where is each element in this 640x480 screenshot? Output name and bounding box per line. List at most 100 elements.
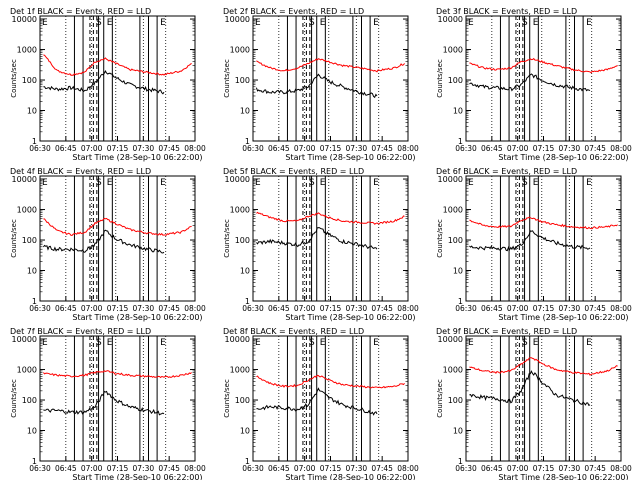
- y-tick-label: 1: [245, 137, 250, 146]
- y-tick-label: 1000: [230, 46, 250, 55]
- marker-letter-mid: S: [309, 338, 315, 348]
- marker-letter-right: E: [107, 178, 113, 188]
- y-tick-label: 1: [32, 137, 37, 146]
- y-tick-label: 100: [448, 396, 463, 405]
- y-axis-label: Counts/sec: [436, 219, 444, 258]
- y-axis-label: Counts/sec: [10, 59, 18, 98]
- y-tick-label: 10: [453, 267, 463, 276]
- panel-title: Det 2f BLACK = Events, RED = LLD: [223, 7, 364, 16]
- x-tick-label: 08:00: [184, 464, 206, 473]
- series-line-lld: [256, 58, 405, 73]
- marker-letter-right: E: [533, 18, 539, 28]
- marker-letter-right: E: [320, 338, 326, 348]
- x-tick-label: 07:00: [507, 144, 529, 153]
- y-tick-label: 10000: [225, 335, 250, 344]
- x-tick-label: 08:00: [397, 144, 419, 153]
- y-axis-label: Counts/sec: [10, 379, 18, 418]
- x-tick-label: 07:30: [559, 304, 581, 313]
- series-line-lld: [256, 211, 405, 225]
- x-axis-label: Start Time (28-Sep-10 06:22:00): [72, 153, 202, 162]
- x-tick-label: 07:30: [559, 464, 581, 473]
- y-tick-label: 1000: [230, 366, 250, 375]
- x-axis-label: Start Time (28-Sep-10 06:22:00): [72, 473, 202, 480]
- x-tick-label: 07:45: [584, 464, 606, 473]
- series-line-lld: [256, 374, 405, 389]
- y-tick-label: 100: [448, 236, 463, 245]
- x-tick-label: 07:45: [158, 144, 180, 153]
- y-tick-label: 10: [27, 427, 37, 436]
- marker-letter-right: E: [533, 338, 539, 348]
- x-tick-label: 06:30: [29, 464, 51, 473]
- panel-title: Det 8f BLACK = Events, RED = LLD: [223, 327, 364, 336]
- panel-title: Det 6f BLACK = Events, RED = LLD: [436, 167, 577, 176]
- x-tick-label: 07:15: [320, 304, 342, 313]
- x-tick-label: 07:45: [584, 144, 606, 153]
- marker-letter-mid: S: [96, 338, 102, 348]
- y-tick-label: 1000: [443, 366, 463, 375]
- x-tick-label: 06:45: [268, 464, 290, 473]
- y-tick-label: 1: [32, 297, 37, 306]
- plot-frame: [252, 175, 409, 302]
- series-line-lld: [43, 370, 192, 379]
- x-tick-label: 07:30: [346, 464, 368, 473]
- y-axis-label: Counts/sec: [223, 59, 231, 98]
- x-tick-label: 07:00: [294, 304, 316, 313]
- marker-letter-right: E: [533, 178, 539, 188]
- y-tick-label: 10: [27, 267, 37, 276]
- x-tick-label: 07:30: [559, 144, 581, 153]
- series-line-events: [469, 230, 591, 252]
- x-tick-label: 08:00: [397, 304, 419, 313]
- y-tick-label: 10: [240, 267, 250, 276]
- marker-letter-left: E: [42, 338, 48, 348]
- x-tick-label: 06:45: [481, 144, 503, 153]
- x-axis-label: Start Time (28-Sep-10 06:22:00): [285, 153, 415, 162]
- x-axis-label: Start Time (28-Sep-10 06:22:00): [498, 473, 628, 480]
- series-line-events: [43, 390, 165, 416]
- marker-letter-far-right: E: [373, 18, 379, 28]
- series-line-events: [469, 73, 591, 92]
- marker-letter-left: E: [468, 338, 474, 348]
- y-tick-label: 100: [448, 76, 463, 85]
- x-tick-label: 06:45: [268, 144, 290, 153]
- marker-letter-mid: S: [522, 178, 528, 188]
- y-axis-label: Counts/sec: [223, 379, 231, 418]
- y-tick-label: 100: [235, 76, 250, 85]
- series-line-events: [43, 69, 165, 95]
- x-tick-label: 07:45: [371, 144, 393, 153]
- marker-letter-right: E: [107, 338, 113, 348]
- y-tick-label: 10: [453, 427, 463, 436]
- x-axis-label: Start Time (28-Sep-10 06:22:00): [498, 153, 628, 162]
- marker-letter-far-right: E: [160, 18, 166, 28]
- y-tick-label: 100: [22, 76, 37, 85]
- y-tick-label: 1: [245, 457, 250, 466]
- x-axis-label: Start Time (28-Sep-10 06:22:00): [72, 313, 202, 322]
- y-tick-label: 10000: [438, 15, 463, 24]
- x-tick-label: 08:00: [610, 144, 632, 153]
- marker-letter-mid: S: [96, 18, 102, 28]
- x-tick-label: 07:15: [320, 144, 342, 153]
- series-line-events: [256, 387, 378, 416]
- panel-title: Det 9f BLACK = Events, RED = LLD: [436, 327, 577, 336]
- y-tick-label: 1: [32, 457, 37, 466]
- x-tick-label: 07:15: [107, 464, 129, 473]
- plot-frame: [465, 15, 622, 142]
- x-tick-label: 07:00: [507, 464, 529, 473]
- x-tick-label: 07:30: [346, 304, 368, 313]
- series-line-lld: [469, 216, 618, 230]
- series-line-lld: [43, 54, 192, 76]
- x-tick-label: 07:45: [371, 304, 393, 313]
- y-tick-label: 10000: [12, 335, 37, 344]
- marker-letter-left: E: [468, 18, 474, 28]
- y-tick-label: 10: [240, 427, 250, 436]
- x-tick-label: 07:00: [81, 144, 103, 153]
- x-tick-label: 06:30: [242, 144, 264, 153]
- plot-frame: [252, 15, 409, 142]
- x-tick-label: 06:30: [455, 304, 477, 313]
- x-tick-label: 06:45: [268, 304, 290, 313]
